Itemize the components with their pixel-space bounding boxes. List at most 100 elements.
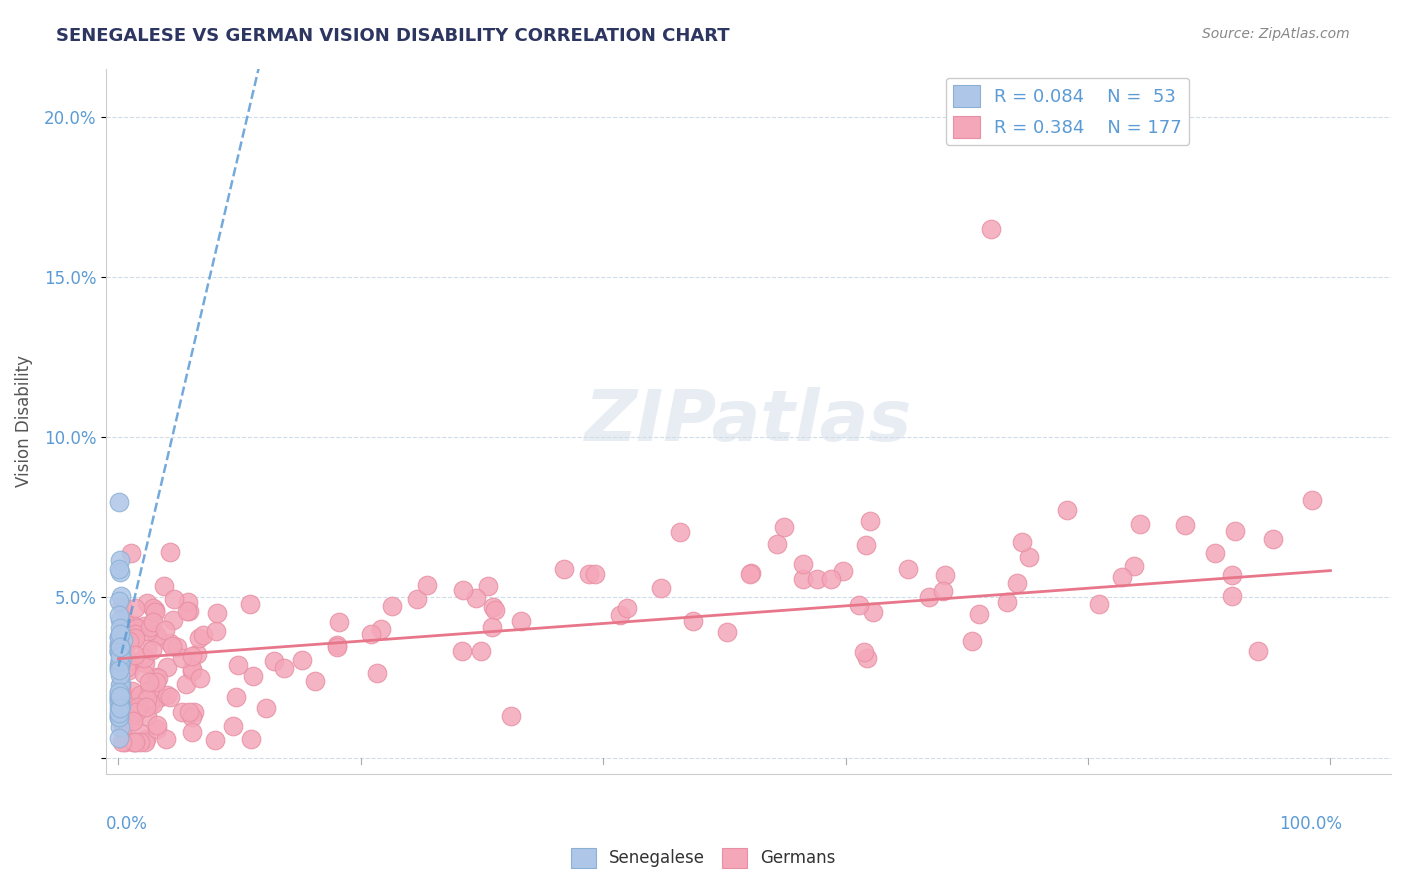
Point: [934, 567, 956, 582]
Point: [415, 578, 437, 592]
Point: [136, 708, 159, 723]
Point: [477, 579, 499, 593]
Point: [174, 676, 197, 690]
Point: [110, 679, 132, 693]
Point: [108, 594, 131, 608]
Point: [177, 604, 200, 618]
Point: [110, 676, 132, 690]
Point: [856, 650, 879, 665]
Point: [142, 698, 165, 712]
Point: [110, 698, 132, 713]
Point: [134, 735, 156, 749]
Text: Source: ZipAtlas.com: Source: ZipAtlas.com: [1202, 27, 1350, 41]
Point: [127, 700, 149, 714]
Point: [108, 706, 131, 721]
Text: SENEGALESE VS GERMAN VISION DISABILITY CORRELATION CHART: SENEGALESE VS GERMAN VISION DISABILITY C…: [56, 27, 730, 45]
Point: [242, 669, 264, 683]
Point: [450, 644, 472, 658]
Point: [263, 654, 285, 668]
Point: [160, 639, 183, 653]
Point: [177, 705, 200, 719]
Point: [142, 615, 165, 629]
Point: [107, 640, 129, 655]
Point: [980, 222, 1002, 236]
Point: [181, 710, 204, 724]
Point: [226, 657, 249, 672]
Point: [115, 661, 138, 675]
Point: [108, 661, 131, 675]
Point: [501, 708, 523, 723]
Point: [186, 647, 208, 661]
Point: [481, 600, 503, 615]
Point: [108, 690, 131, 704]
Point: [108, 685, 131, 699]
Point: [831, 565, 853, 579]
Point: [108, 553, 131, 567]
Point: [135, 731, 157, 746]
Point: [111, 690, 134, 705]
Legend: R = 0.084    N =  53, R = 0.384    N = 177: R = 0.084 N = 53, R = 0.384 N = 177: [946, 78, 1189, 145]
Point: [1111, 570, 1133, 584]
Point: [381, 599, 404, 614]
Point: [848, 598, 870, 612]
Point: [108, 636, 131, 650]
Point: [117, 653, 139, 667]
Point: [141, 643, 163, 657]
Point: [145, 627, 167, 641]
Point: [108, 678, 131, 692]
Point: [139, 697, 162, 711]
Point: [110, 653, 132, 667]
Point: [510, 615, 533, 629]
Point: [138, 675, 160, 690]
Point: [1247, 644, 1270, 658]
Point: [108, 655, 131, 669]
Point: [108, 657, 131, 672]
Point: [225, 690, 247, 704]
Point: [118, 700, 141, 714]
Point: [806, 572, 828, 586]
Point: [134, 619, 156, 633]
Point: [110, 686, 132, 700]
Point: [124, 601, 146, 615]
Point: [325, 640, 347, 655]
Point: [1123, 558, 1146, 573]
Point: [121, 684, 143, 698]
Text: 100.0%: 100.0%: [1279, 815, 1343, 833]
Point: [405, 591, 427, 606]
Point: [1225, 524, 1247, 539]
Point: [108, 668, 131, 682]
Point: [897, 562, 920, 576]
Point: [112, 702, 135, 716]
Point: [1301, 492, 1323, 507]
Point: [145, 722, 167, 736]
Point: [112, 632, 135, 647]
Point: [145, 629, 167, 643]
Point: [108, 693, 131, 707]
Point: [142, 601, 165, 615]
Point: [108, 561, 131, 575]
Point: [366, 666, 388, 681]
Point: [181, 664, 204, 678]
Point: [162, 613, 184, 627]
Point: [108, 708, 131, 723]
Point: [155, 731, 177, 746]
Text: ZIPatlas: ZIPatlas: [585, 386, 912, 456]
Point: [465, 591, 488, 605]
Point: [1088, 597, 1111, 611]
Point: [156, 660, 179, 674]
Point: [180, 648, 202, 663]
Point: [180, 662, 202, 676]
Point: [108, 613, 131, 627]
Point: [111, 599, 134, 614]
Point: [134, 656, 156, 670]
Point: [1204, 546, 1226, 560]
Point: [170, 705, 193, 719]
Point: [668, 524, 690, 539]
Point: [108, 639, 131, 653]
Point: [136, 641, 159, 656]
Point: [156, 688, 179, 702]
Point: [152, 578, 174, 592]
Point: [132, 666, 155, 681]
Point: [108, 696, 131, 710]
Point: [107, 685, 129, 699]
